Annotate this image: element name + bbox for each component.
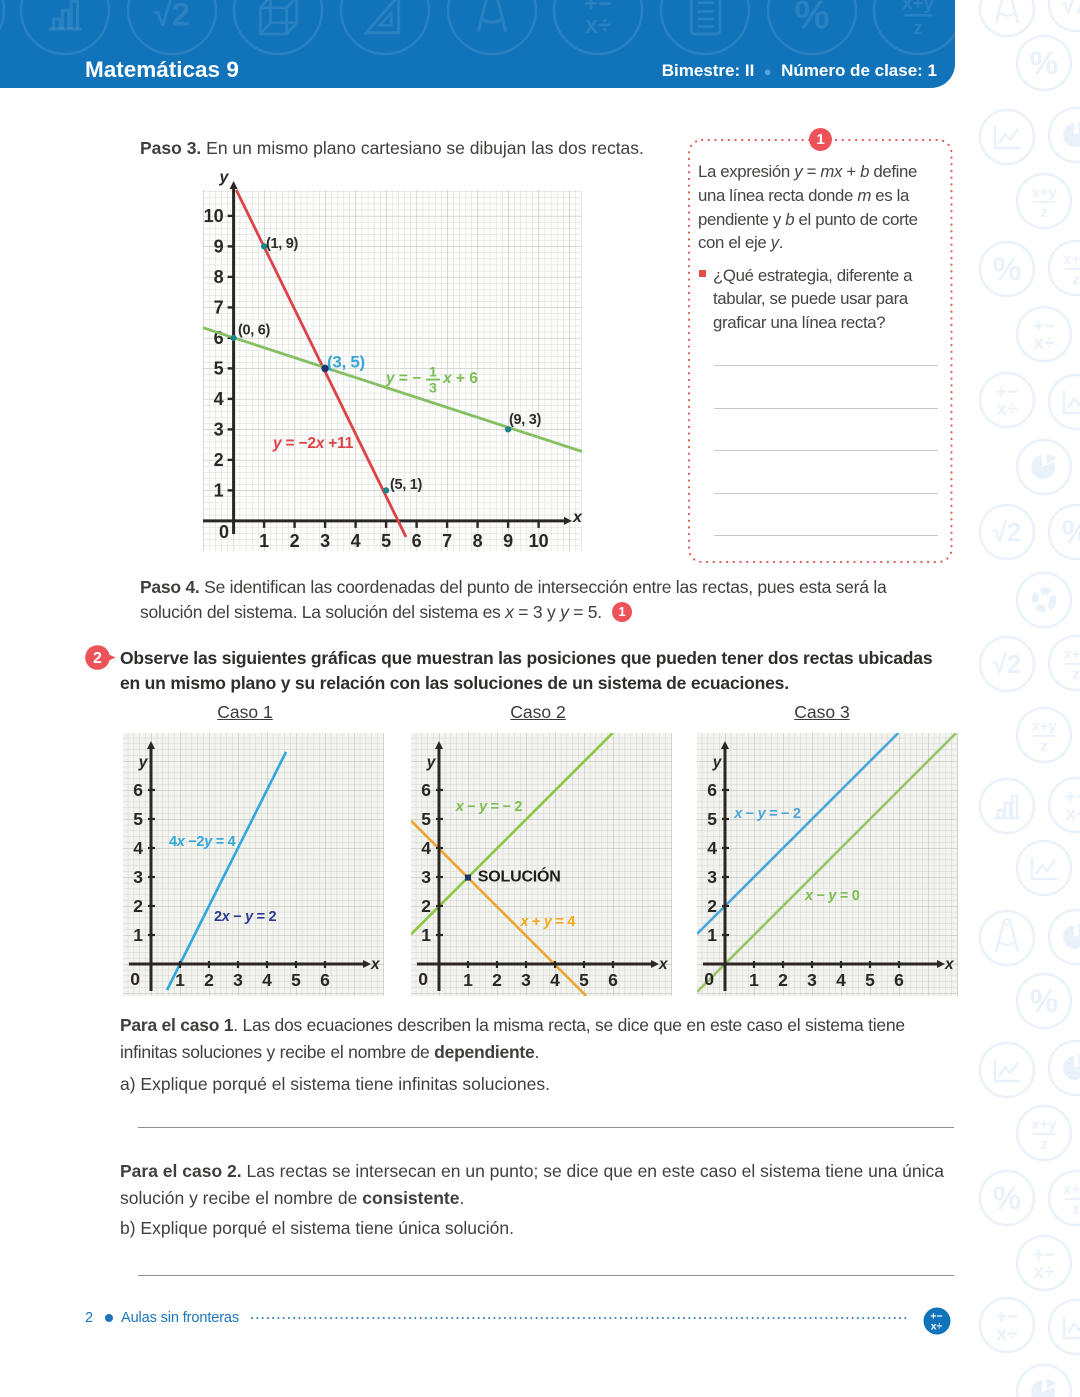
svg-text:1: 1 <box>175 970 185 990</box>
svg-text:1: 1 <box>214 480 224 500</box>
svg-text:+−: +− <box>584 0 612 18</box>
svg-text:5: 5 <box>381 531 391 551</box>
svg-text:y = −: y = − <box>385 370 421 387</box>
svg-text:(9, 3): (9, 3) <box>509 412 542 428</box>
svg-text:6: 6 <box>214 328 224 348</box>
svg-text:SOLUCIÓN: SOLUCIÓN <box>478 867 561 886</box>
svg-text:2: 2 <box>778 970 788 990</box>
svg-text:6: 6 <box>412 531 422 551</box>
svg-text:y: y <box>712 754 723 771</box>
svg-text:3: 3 <box>807 970 817 990</box>
svg-text:x − y = − 2: x − y = − 2 <box>733 806 801 822</box>
svg-text:x − y = − 2: x − y = − 2 <box>455 799 523 815</box>
svg-text:2x − y = 2: 2x − y = 2 <box>214 909 277 925</box>
svg-text:x: x <box>572 509 583 526</box>
svg-text:9: 9 <box>214 236 224 256</box>
svg-text:x÷: x÷ <box>931 1321 943 1333</box>
svg-text:2: 2 <box>204 970 214 990</box>
svg-text:0: 0 <box>219 522 229 542</box>
svg-text:2: 2 <box>214 450 224 470</box>
svg-text:(0, 6): (0, 6) <box>238 322 271 338</box>
svg-text:4: 4 <box>707 838 717 858</box>
svg-text:3: 3 <box>320 531 330 551</box>
svg-text:y: y <box>426 754 437 771</box>
svg-text:6: 6 <box>421 780 431 800</box>
svg-text:x: x <box>944 956 955 973</box>
svg-text:2: 2 <box>133 896 143 916</box>
svg-text:x÷: x÷ <box>585 12 611 39</box>
svg-text:1: 1 <box>133 925 143 945</box>
svg-text:√2: √2 <box>154 0 190 32</box>
svg-text:4: 4 <box>133 838 143 858</box>
svg-text:3: 3 <box>133 867 143 887</box>
svg-text:x: x <box>658 956 669 973</box>
svg-text:5: 5 <box>291 970 301 990</box>
svg-text:y = −2x +11: y = −2x +11 <box>272 435 354 452</box>
svg-text:5: 5 <box>865 970 875 990</box>
svg-text:2: 2 <box>290 531 300 551</box>
svg-text:8: 8 <box>473 531 483 551</box>
svg-text:0: 0 <box>704 969 714 989</box>
svg-text:5: 5 <box>133 809 143 829</box>
svg-text:2: 2 <box>93 650 102 667</box>
svg-text:x + y = 4: x + y = 4 <box>520 914 576 930</box>
svg-text:x − y = 0: x − y = 0 <box>804 888 860 904</box>
svg-text:3: 3 <box>214 419 224 439</box>
svg-text:4x −2y = 4: 4x −2y = 4 <box>169 834 236 850</box>
svg-text:1: 1 <box>421 925 431 945</box>
svg-text:3: 3 <box>421 867 431 887</box>
svg-text:0: 0 <box>418 969 428 989</box>
svg-text:2: 2 <box>421 896 431 916</box>
svg-text:5: 5 <box>707 809 717 829</box>
svg-text:x+y: x+y <box>902 0 934 13</box>
svg-text:7: 7 <box>214 297 224 317</box>
svg-text:4: 4 <box>262 970 272 990</box>
svg-text:4: 4 <box>550 970 560 990</box>
svg-text:1: 1 <box>463 970 473 990</box>
svg-text:3: 3 <box>707 867 717 887</box>
svg-text:3: 3 <box>521 970 531 990</box>
svg-text:(5, 1): (5, 1) <box>390 477 423 493</box>
svg-text:4: 4 <box>214 389 224 409</box>
svg-text:5: 5 <box>214 358 224 378</box>
svg-text:z: z <box>913 17 922 38</box>
svg-text:10: 10 <box>529 531 549 551</box>
svg-text:6: 6 <box>894 970 904 990</box>
svg-text:3: 3 <box>429 380 437 396</box>
svg-text:1: 1 <box>707 925 717 945</box>
svg-text:6: 6 <box>707 780 717 800</box>
svg-text:y: y <box>219 170 230 186</box>
svg-text:6: 6 <box>608 970 618 990</box>
svg-text:(3, 5): (3, 5) <box>327 352 365 371</box>
svg-text:1: 1 <box>749 970 759 990</box>
svg-text:y: y <box>138 754 149 771</box>
svg-text:+−: +− <box>930 1311 942 1323</box>
svg-text:10: 10 <box>204 206 224 226</box>
svg-text:(1, 9): (1, 9) <box>266 236 299 252</box>
svg-text:2: 2 <box>707 896 717 916</box>
svg-text:x: x <box>370 956 381 973</box>
svg-text:4: 4 <box>836 970 846 990</box>
svg-text:%: % <box>794 0 830 37</box>
svg-text:5: 5 <box>421 809 431 829</box>
svg-text:x + 6: x + 6 <box>442 370 478 387</box>
svg-text:7: 7 <box>442 531 452 551</box>
svg-text:4: 4 <box>421 838 431 858</box>
svg-text:1: 1 <box>429 364 437 380</box>
svg-text:6: 6 <box>320 970 330 990</box>
svg-text:8: 8 <box>214 267 224 287</box>
svg-text:1: 1 <box>259 531 269 551</box>
svg-text:9: 9 <box>503 531 513 551</box>
svg-text:0: 0 <box>130 969 140 989</box>
svg-text:3: 3 <box>233 970 243 990</box>
svg-text:5: 5 <box>579 970 589 990</box>
svg-text:2: 2 <box>492 970 502 990</box>
svg-text:4: 4 <box>351 531 361 551</box>
svg-text:6: 6 <box>133 780 143 800</box>
